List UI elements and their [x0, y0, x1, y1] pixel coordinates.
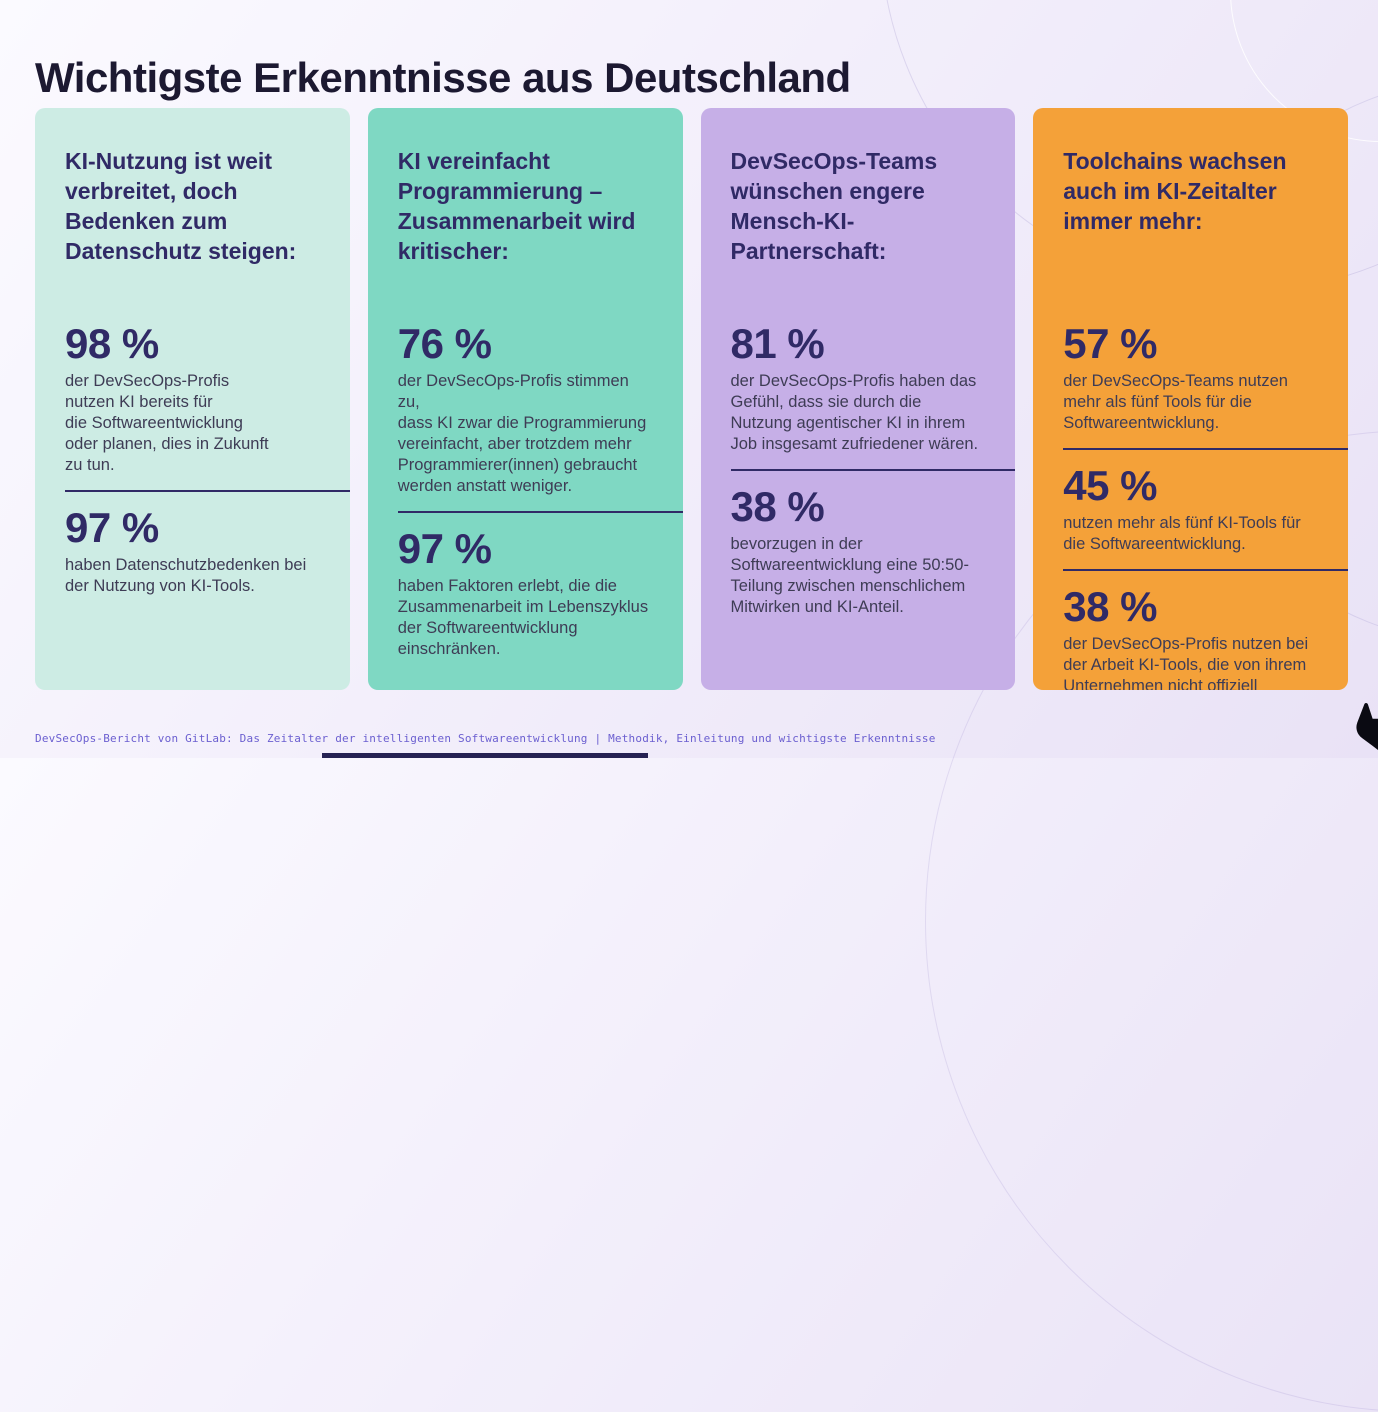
stat-value: 76 % — [397, 320, 492, 367]
stat-description: der DevSecOps-Profis nutzen KI bereits f… — [65, 372, 269, 474]
bottom-progress-bar — [322, 753, 648, 758]
stat-value: 45 % — [1063, 462, 1157, 509]
stat-block: 97 % haben Datenschutzbedenken bei der N… — [65, 506, 320, 597]
stat-divider — [65, 490, 350, 492]
stat-description: haben Datenschutzbedenken bei der Nutzun… — [65, 556, 307, 595]
stat-description: der DevSecOps-Profis haben das Gefühl, d… — [730, 372, 979, 453]
stat-value: 38 % — [730, 483, 825, 530]
stat-block: 81 % der DevSecOps-Profis haben das Gefü… — [731, 322, 986, 455]
stat-value: 97 % — [65, 504, 159, 551]
stat-block: 38 % bevorzugen in der Softwareentwicklu… — [731, 485, 986, 618]
card-heading: KI-Nutzung ist weit verbreitet, doch Bed… — [65, 148, 297, 264]
stat-value: 97 % — [397, 525, 492, 572]
stat-divider — [1063, 448, 1348, 450]
stat-block: 57 % der DevSecOps-Teams nutzen mehr als… — [1063, 322, 1318, 434]
stat-block: 98 % der DevSecOps-Profis nutzen KI bere… — [65, 322, 320, 476]
stat-card-toolchains: Toolchains wachsen auch im KI-Zeitalter … — [1033, 108, 1348, 690]
card-heading: Toolchains wachsen auch im KI-Zeitalter … — [1063, 148, 1287, 234]
footer-source-text: DevSecOps-Bericht von GitLab: Das Zeital… — [35, 732, 936, 745]
stat-description: der DevSecOps-Profis nutzen bei der Arbe… — [1063, 635, 1309, 690]
stat-block: 45 % nutzen mehr als fünf KI-Tools für d… — [1063, 464, 1318, 555]
stat-divider — [1063, 569, 1348, 571]
gitlab-tanuki-icon — [1356, 702, 1378, 750]
stat-divider — [397, 511, 683, 513]
stat-value: 57 % — [1063, 320, 1157, 367]
card-heading: KI vereinfacht Programmierung – Zusammen… — [397, 148, 636, 264]
stat-description: der DevSecOps-Teams nutzen mehr als fünf… — [1063, 372, 1288, 432]
stat-card-ki-nutzung: KI-Nutzung ist weit verbreitet, doch Bed… — [35, 108, 350, 690]
stat-card-mensch-ki-partnerschaft: DevSecOps-Teams wünschen engere Mensch-K… — [700, 108, 1016, 690]
stat-value: 38 % — [1063, 583, 1157, 630]
stat-description: der DevSecOps-Profis stimmen zu, dass KI… — [397, 372, 647, 495]
stat-description: nutzen mehr als fünf KI-Tools für die So… — [1063, 514, 1301, 553]
stat-value: 81 % — [730, 320, 825, 367]
stat-block: 38 % der DevSecOps-Profis nutzen bei der… — [1063, 583, 1318, 691]
stat-value: 98 % — [65, 320, 159, 367]
card-heading: DevSecOps-Teams wünschen engere Mensch-K… — [730, 148, 938, 264]
stat-block: 76 % der DevSecOps-Profis stimmen zu, da… — [398, 322, 653, 497]
page-title: Wichtigste Erkenntnisse aus Deutschland — [35, 54, 851, 102]
stat-description: bevorzugen in der Softwareentwicklung ei… — [730, 535, 969, 616]
stat-description: haben Faktoren erlebt, die die Zusammena… — [397, 577, 649, 658]
stat-card-ki-programmierung: KI vereinfacht Programmierung – Zusammen… — [367, 108, 683, 690]
stat-divider — [730, 469, 1016, 471]
stat-block: 97 % haben Faktoren erlebt, die die Zusa… — [398, 527, 653, 660]
cards-grid: KI-Nutzung ist weit verbreitet, doch Bed… — [35, 108, 1348, 690]
